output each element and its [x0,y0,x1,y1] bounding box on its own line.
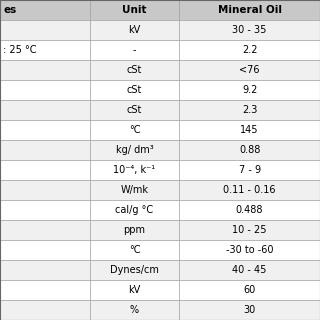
Text: kg/ dm³: kg/ dm³ [116,145,153,155]
Bar [90,0,179,20]
Text: 30: 30 [244,305,256,315]
Bar [0,20,90,40]
Bar [179,60,320,80]
Bar [0,100,90,120]
Text: 9.2: 9.2 [242,85,257,95]
Text: cal/g °C: cal/g °C [115,205,154,215]
Text: %: % [130,305,139,315]
Bar [90,260,179,280]
Bar [0,80,90,100]
Bar [90,280,179,300]
Bar [90,200,179,220]
Bar [90,160,179,180]
Text: Mineral Oil: Mineral Oil [218,5,282,15]
Bar [179,300,320,320]
Text: °C: °C [129,245,140,255]
Text: -30 to -60: -30 to -60 [226,245,273,255]
Bar [0,200,90,220]
Text: 30 - 35: 30 - 35 [232,25,267,35]
Bar [179,280,320,300]
Bar [0,240,90,260]
Bar [179,120,320,140]
Bar [179,260,320,280]
Text: 7 - 9: 7 - 9 [238,165,261,175]
Bar [179,20,320,40]
Text: -: - [133,45,136,55]
Bar [179,100,320,120]
Text: <76: <76 [239,65,260,75]
Bar [0,300,90,320]
Text: 10⁻⁴, k⁻¹: 10⁻⁴, k⁻¹ [113,165,156,175]
Text: 40 - 45: 40 - 45 [232,265,267,275]
Bar [179,0,320,20]
Text: 0.88: 0.88 [239,145,260,155]
Text: kV: kV [128,285,140,295]
Text: Unit: Unit [122,5,147,15]
Text: es: es [3,5,16,15]
Bar [90,100,179,120]
Bar [179,180,320,200]
Bar [0,260,90,280]
Bar [179,140,320,160]
Text: ppm: ppm [124,225,145,235]
Bar [90,120,179,140]
Bar [90,220,179,240]
Text: W/mk: W/mk [120,185,148,195]
Text: 2.2: 2.2 [242,45,257,55]
Bar [179,160,320,180]
Bar [90,140,179,160]
Text: Dynes/cm: Dynes/cm [110,265,159,275]
Bar [0,120,90,140]
Text: 2.3: 2.3 [242,105,257,115]
Text: 10 - 25: 10 - 25 [232,225,267,235]
Text: 0.488: 0.488 [236,205,263,215]
Text: : 25 °C: : 25 °C [3,45,37,55]
Bar [0,220,90,240]
Text: 0.11 - 0.16: 0.11 - 0.16 [223,185,276,195]
Bar [90,20,179,40]
Bar [179,200,320,220]
Bar [0,0,90,20]
Bar [179,80,320,100]
Text: 145: 145 [240,125,259,135]
Bar [0,60,90,80]
Bar [90,60,179,80]
Text: cSt: cSt [127,105,142,115]
Text: cSt: cSt [127,65,142,75]
Bar [179,40,320,60]
Text: °C: °C [129,125,140,135]
Bar [90,40,179,60]
Bar [0,140,90,160]
Bar [90,180,179,200]
Text: cSt: cSt [127,85,142,95]
Bar [90,300,179,320]
Bar [0,180,90,200]
Bar [0,160,90,180]
Bar [0,40,90,60]
Bar [90,80,179,100]
Text: kV: kV [128,25,140,35]
Text: 60: 60 [244,285,256,295]
Bar [90,240,179,260]
Bar [0,280,90,300]
Bar [179,220,320,240]
Bar [179,240,320,260]
